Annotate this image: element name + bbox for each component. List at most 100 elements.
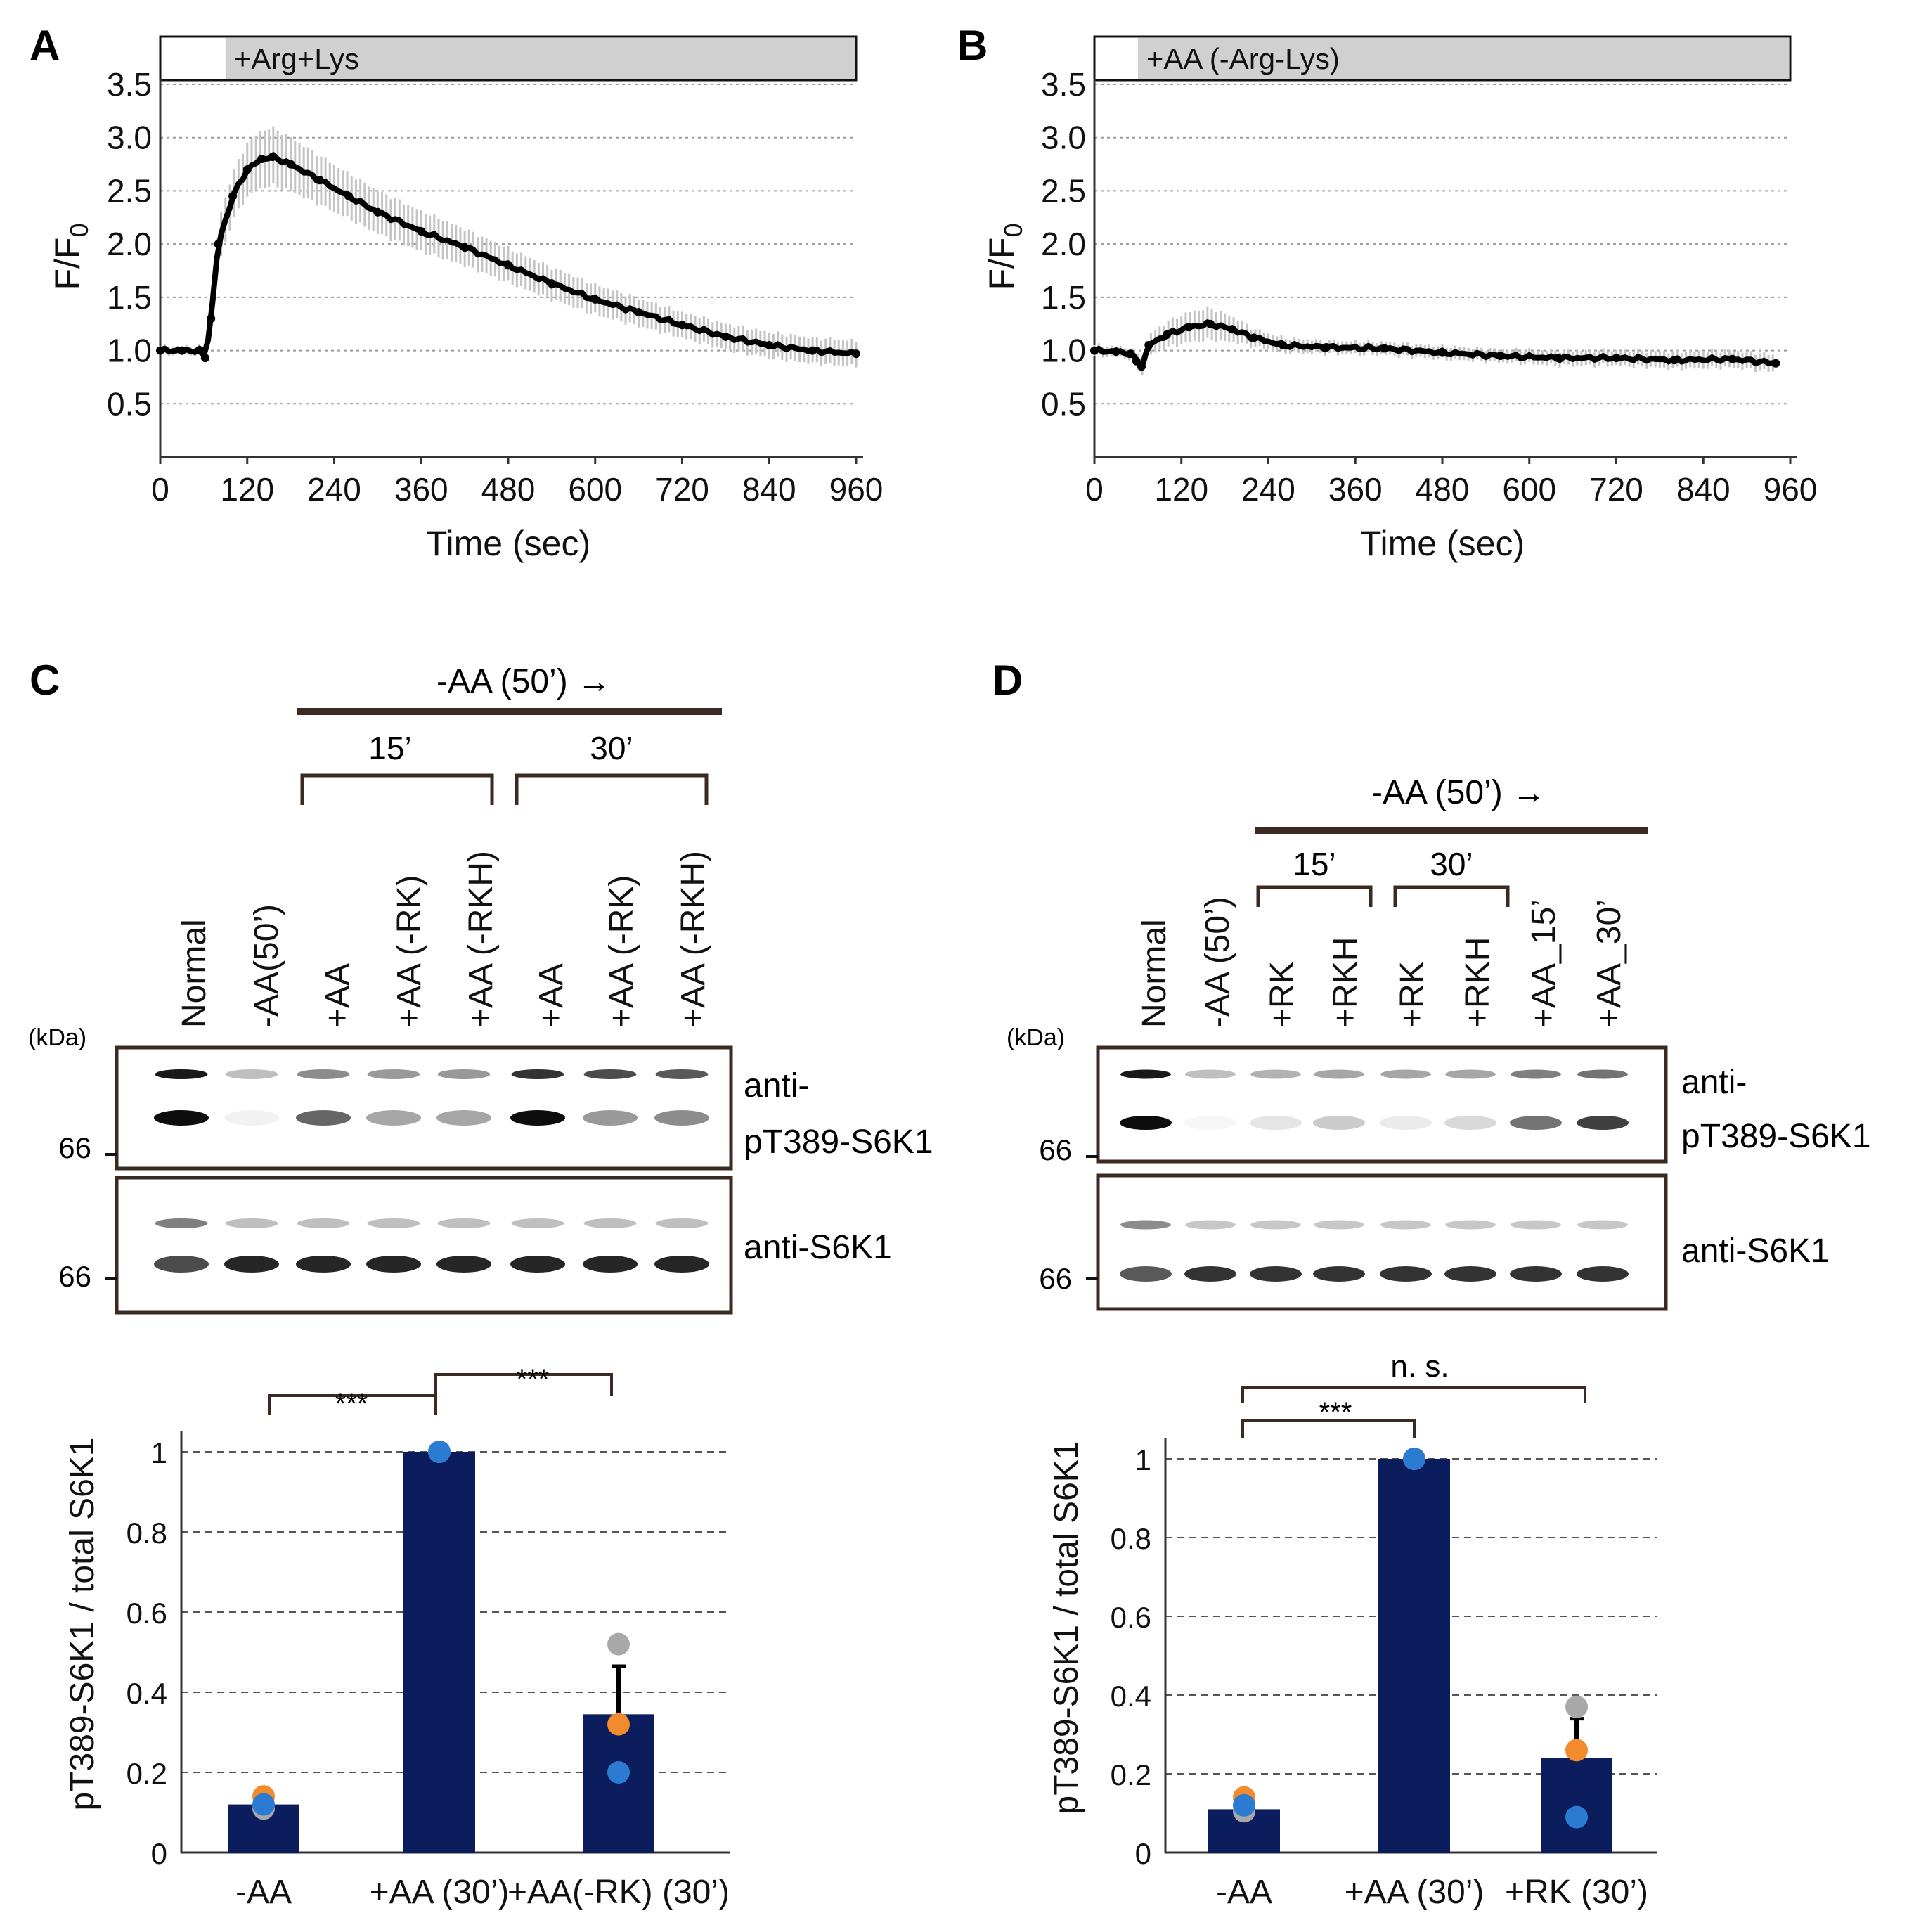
panel-c-replicate-point	[607, 1713, 630, 1736]
panel-c-band-pt389-upper	[225, 1069, 278, 1079]
panel-c-band-pt389-upper	[583, 1069, 637, 1079]
panel-d-lane-label: +RKH	[1327, 937, 1364, 1028]
panel-a-y-axis-title: F/F0	[48, 223, 93, 290]
panel-c-band-s6k1-upper	[297, 1218, 350, 1228]
panel-d-lane-label: -AA (50’)	[1199, 896, 1236, 1028]
panel-letter-b: B	[957, 22, 988, 69]
panel-c-band-pt389-upper	[511, 1069, 564, 1079]
panel-c-bracket-30	[515, 773, 709, 805]
panel-d-replicate-point	[1403, 1448, 1425, 1470]
panel-c-band-pt389-lower	[436, 1110, 491, 1126]
panel-b-xtick-label: 120	[1154, 471, 1208, 508]
panel-b-data-point	[1132, 356, 1141, 366]
panel-a-data-point	[242, 165, 252, 174]
panel-a-xtick-label: 240	[307, 471, 361, 508]
panel-d-ytick-label: 0.4	[1111, 1680, 1151, 1713]
panel-b-treatment-label: +AA (-Arg-Lys)	[1146, 42, 1340, 75]
panel-c-header-bar	[297, 708, 722, 715]
panel-d-band-pt389-upper	[1120, 1069, 1171, 1079]
panel-c-header: -AA (50’) →	[436, 663, 611, 700]
panel-d-marker-66-b: 66	[1039, 1262, 1072, 1295]
panel-d-band-s6k1-lower	[1184, 1266, 1236, 1282]
panel-c-ytick-label: 1	[151, 1436, 167, 1469]
panel-a-data-point	[200, 354, 209, 363]
panel-d-ytick-label: 0.2	[1111, 1758, 1151, 1791]
panel-b-treatment-fill	[1137, 38, 1789, 79]
panel-c-band-pt389-lower	[224, 1110, 279, 1126]
panel-b-line-chart: +AA (-Arg-Lys) 0.5 1.0 1.5 2.0 2.5 3.0 3.5 0 120 2…	[982, 35, 1818, 563]
panel-b-data-point	[1438, 348, 1447, 357]
panel-d-sig-label-2: n. s.	[1390, 1349, 1449, 1384]
panel-a-data-point	[765, 341, 774, 349]
panel-a-y-axis-title-main: F/F	[48, 238, 87, 290]
panel-c-replicate-point	[607, 1632, 630, 1656]
panel-a-ytick-label: 0.5	[107, 385, 152, 422]
panel-a-data-point	[195, 346, 205, 355]
panel-d-ytick-label: 0.8	[1111, 1522, 1151, 1555]
panel-d-band-s6k1-upper	[1511, 1220, 1561, 1230]
panel-c-ytick-label: 0.6	[127, 1597, 167, 1630]
panel-d-band-s6k1-lower	[1577, 1266, 1629, 1282]
panel-b-data-point	[1496, 352, 1505, 361]
panel-d-sig-bracket-1	[1241, 1419, 1416, 1438]
panel-a-xtick-label: 480	[481, 471, 536, 508]
panel-d-lane-label: +AA_30’	[1591, 899, 1628, 1028]
panel-d-band-pt389-lower	[1250, 1116, 1302, 1130]
panel-c-band-s6k1-lower	[366, 1256, 421, 1273]
panel-c-bar-chart: *** *** 0 0.2 0.4 0.6 0.8 1 pT389-S6K1 / total…	[64, 1364, 730, 1911]
panel-a-data-point	[268, 152, 277, 161]
panel-d-band-pt389-lower	[1510, 1116, 1562, 1130]
panel-d-band-pt389-upper	[1250, 1069, 1301, 1079]
panel-a-ytick-label: 1.0	[107, 333, 152, 369]
panel-d-blot-label-line2: pT389-S6K1	[1681, 1118, 1871, 1155]
panel-d-bar	[1541, 1758, 1612, 1853]
panel-d-band-s6k1-upper	[1120, 1220, 1171, 1230]
panel-d-x-category-label: +AA (30’)	[1345, 1874, 1485, 1911]
panel-c-blot-label-line1: anti-	[744, 1067, 809, 1105]
panel-d-kda-label: (kDa)	[1007, 1024, 1065, 1051]
panel-a-xtick-label: 840	[742, 471, 796, 508]
panel-c-band-pt389-lower	[654, 1110, 709, 1126]
panel-letter-d: D	[992, 657, 1023, 704]
panel-a-data-point	[156, 346, 164, 355]
panel-b-y-axis-title: F/F0	[982, 223, 1028, 290]
panel-b-xtick-label: 720	[1589, 471, 1643, 508]
panel-b-data-point	[1206, 319, 1215, 328]
panel-c-band-pt389-upper	[437, 1069, 491, 1079]
panel-b-data-point	[1670, 356, 1679, 365]
panel-d-band-s6k1-lower	[1250, 1266, 1302, 1282]
panel-c-band-s6k1-lower	[510, 1256, 565, 1273]
panel-d-marker-66-a: 66	[1039, 1133, 1072, 1166]
panel-d-bar	[1378, 1459, 1450, 1853]
panel-c-sig-label-2: ***	[517, 1364, 550, 1395]
panel-a-x-axis-title: Time (sec)	[426, 524, 590, 563]
panel-a-xtick-label: 600	[568, 471, 622, 508]
panel-d-replicate-point	[1565, 1695, 1588, 1718]
panel-d-band-pt389-lower	[1577, 1116, 1629, 1130]
panel-d-band-pt389-lower	[1184, 1116, 1236, 1130]
panel-c-replicate-point	[252, 1793, 275, 1816]
panel-c-band-s6k1-upper	[511, 1218, 564, 1228]
panel-d-band-s6k1-lower	[1510, 1266, 1562, 1282]
panel-d-blot-pt389	[1096, 1045, 1668, 1164]
panel-c-sig-label-1: ***	[335, 1389, 368, 1419]
panel-a-data-point	[315, 176, 324, 185]
panel-d-band-s6k1-lower	[1380, 1266, 1432, 1282]
panel-c-band-s6k1-lower	[583, 1256, 638, 1273]
panel-d-bracket-30	[1393, 885, 1510, 907]
panel-d-group-15: 15’	[1293, 846, 1335, 882]
panel-b-ytick-label: 1.0	[1041, 333, 1086, 369]
panel-a-xtick-label: 960	[829, 471, 884, 508]
panel-d-ytick-label: 1	[1135, 1443, 1151, 1476]
panel-a-data-point	[228, 192, 238, 200]
panel-b-xtick-label: 840	[1676, 471, 1731, 508]
panel-a-data-point	[344, 192, 354, 200]
panel-c-band-pt389-upper	[655, 1069, 709, 1079]
panel-d-header-bar	[1255, 827, 1648, 834]
panel-b-xtick-label: 960	[1764, 471, 1818, 508]
panel-d-band-s6k1-upper	[1380, 1220, 1431, 1230]
panel-a-ytick-label: 3.0	[107, 120, 152, 156]
panel-d-sig-label-1: ***	[1319, 1397, 1352, 1428]
panel-c-x-category-label: +AA(-RK) (30’)	[507, 1874, 730, 1911]
panel-c-lane-label: +AA (-RK)	[391, 875, 428, 1028]
